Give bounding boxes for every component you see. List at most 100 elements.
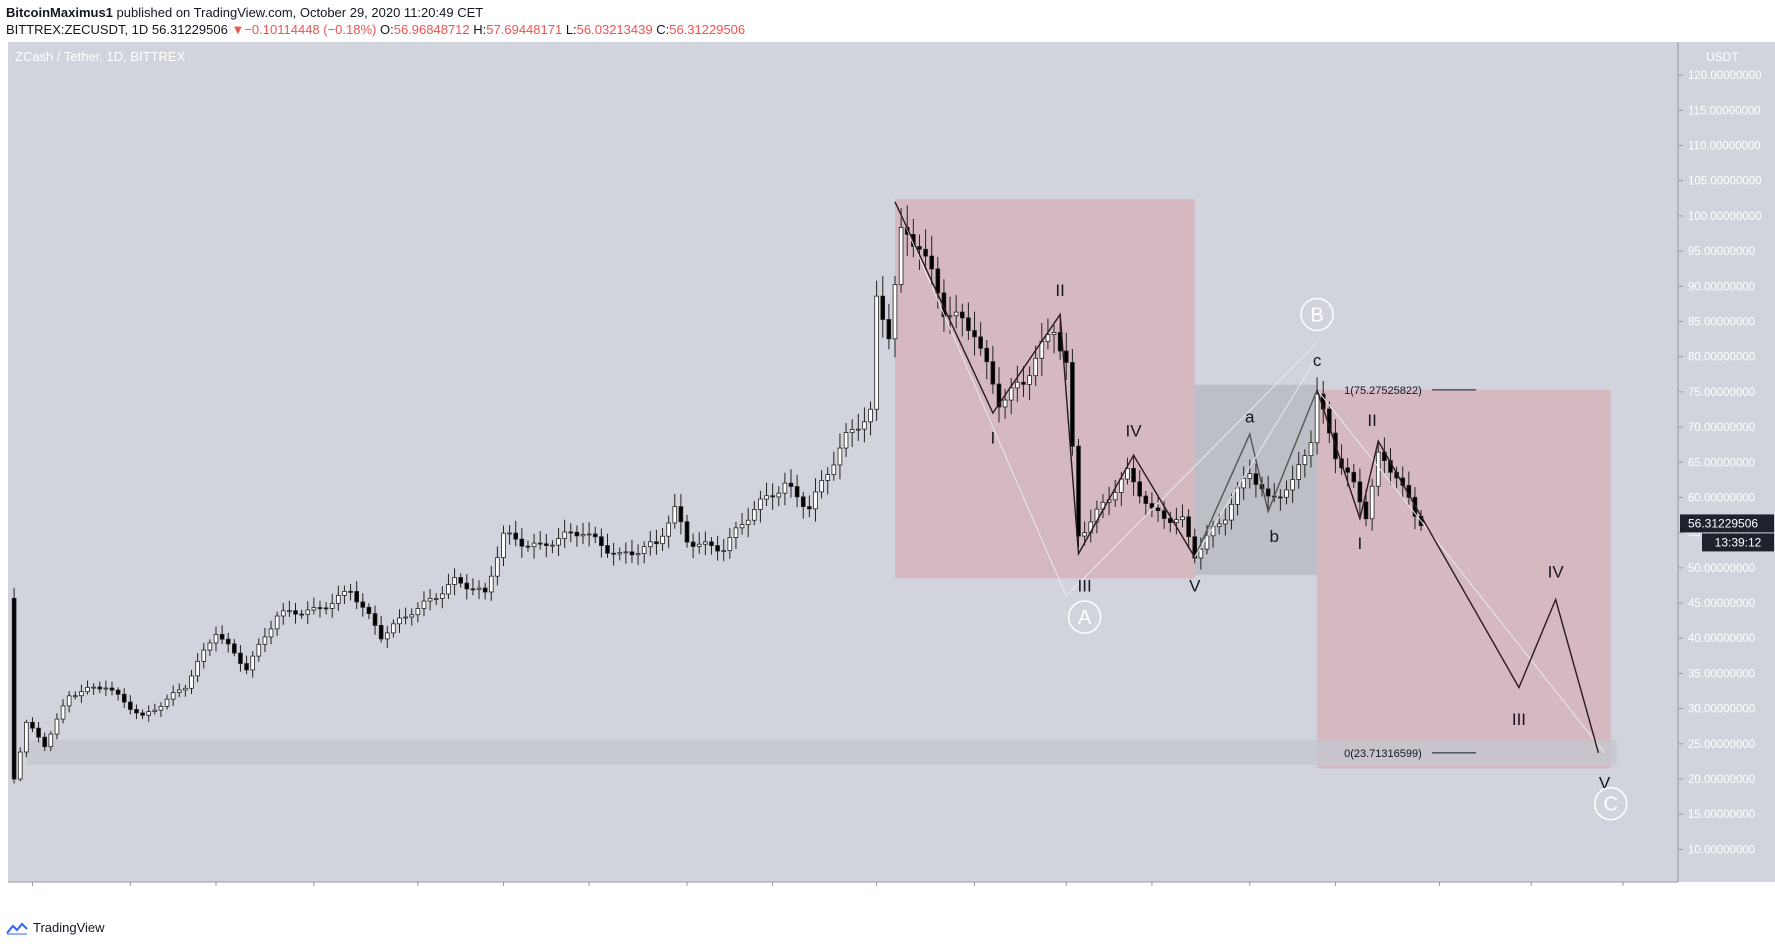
candle-down-body [984, 347, 990, 363]
wave-label: b [1270, 527, 1279, 546]
change-down-icon: ▼ [231, 22, 245, 37]
candle-up-body [176, 689, 182, 693]
candle-up-body [256, 643, 262, 657]
candle [24, 719, 29, 758]
candle [397, 609, 402, 633]
candle [764, 482, 769, 507]
c-guide [1316, 389, 1605, 754]
candle-up-body [201, 649, 207, 662]
wave-label: II [1367, 411, 1376, 430]
candle-up-body [1314, 393, 1320, 444]
candle-up-body [1241, 478, 1246, 489]
correction-B [1194, 389, 1318, 558]
candle [648, 531, 653, 556]
candle [855, 413, 861, 441]
candle-up-body [452, 577, 457, 585]
candle-up-body [617, 552, 623, 555]
candle [966, 302, 971, 341]
candle [739, 513, 745, 535]
price-axis-pane[interactable] [1678, 42, 1775, 882]
wave-label: II [1055, 281, 1064, 300]
candle [794, 474, 800, 508]
candle-up-body [868, 408, 873, 423]
candle [17, 747, 23, 782]
candle [152, 703, 158, 715]
candle [959, 303, 965, 337]
candle [440, 586, 445, 609]
tradingview-footer[interactable]: TradingView [6, 920, 105, 935]
candle-up-body [60, 705, 66, 720]
candle [311, 597, 317, 615]
x-tick-label: Jun [494, 888, 513, 900]
candle [1265, 475, 1271, 510]
candle-up-body [648, 541, 653, 548]
candle [495, 546, 500, 586]
candle-up-body [855, 428, 861, 431]
candle [225, 632, 231, 653]
candle-up-body [862, 421, 867, 430]
candle-down-body [134, 709, 139, 714]
candle [556, 527, 561, 556]
candle-up-body [280, 610, 286, 617]
candle [1284, 480, 1289, 505]
candle-up-body [1290, 479, 1295, 491]
candle [1351, 463, 1357, 488]
candle-up-body [421, 600, 427, 609]
candle [580, 522, 586, 545]
candle [256, 638, 262, 662]
candle [788, 469, 794, 498]
candle [213, 626, 219, 652]
candle [519, 528, 525, 558]
candle-up-body [274, 615, 280, 630]
candle [195, 653, 200, 683]
candle-up-body [1027, 375, 1032, 385]
candle-up-body [831, 464, 837, 475]
candle [1027, 366, 1032, 401]
candle-down-body [232, 643, 237, 654]
candle [238, 645, 243, 672]
candle-up-body [1174, 519, 1179, 524]
candle [329, 593, 335, 618]
candle-down-body [1143, 495, 1149, 504]
wave-label: c [1313, 351, 1322, 370]
author-name[interactable]: BitcoinMaximus1 [6, 5, 113, 20]
candle-down-body [1351, 471, 1357, 483]
candle [1063, 332, 1069, 380]
price-chart[interactable]: ZCash / Tether, 1D, BITTREX USDT 1(75.27… [0, 42, 1775, 904]
candle [287, 600, 292, 617]
last-price-tag [1680, 514, 1774, 533]
candle-up-body [580, 534, 586, 537]
candle-up-body [1033, 357, 1038, 377]
open-value: 56.96848712 [393, 22, 470, 37]
candle-down-body [629, 551, 635, 556]
candle-up-body [721, 550, 727, 553]
candle-up-body [849, 429, 855, 433]
candle-down-body [800, 496, 806, 508]
candle-up-body [262, 636, 268, 645]
candle-down-body [299, 613, 304, 616]
candle-down-body [317, 607, 323, 609]
candle [1253, 463, 1259, 498]
candle-down-body [97, 686, 103, 690]
candle [164, 694, 170, 710]
y-tick-label: 115.00000000 [1688, 105, 1761, 117]
candle-down-body [1186, 516, 1191, 538]
x-tick-label: Sep [1056, 888, 1076, 900]
candle-up-body [739, 524, 745, 529]
candle [1223, 507, 1228, 536]
candle-up-body [336, 594, 341, 604]
candle-down-body [611, 552, 616, 555]
wave-label: IV [1548, 562, 1565, 581]
candle [1021, 366, 1026, 397]
candle [752, 500, 757, 526]
wave-circle-label: B [1310, 304, 1323, 326]
candle [280, 602, 286, 625]
wave-label: I [991, 429, 996, 448]
impulse-A [894, 201, 1196, 558]
high-value: 57.69448171 [486, 22, 563, 37]
candle [886, 303, 892, 350]
candle-down-body [121, 693, 127, 703]
candle-up-body [24, 721, 29, 753]
candle-up-body [507, 532, 512, 535]
x-tick-label: 18 [411, 888, 424, 900]
